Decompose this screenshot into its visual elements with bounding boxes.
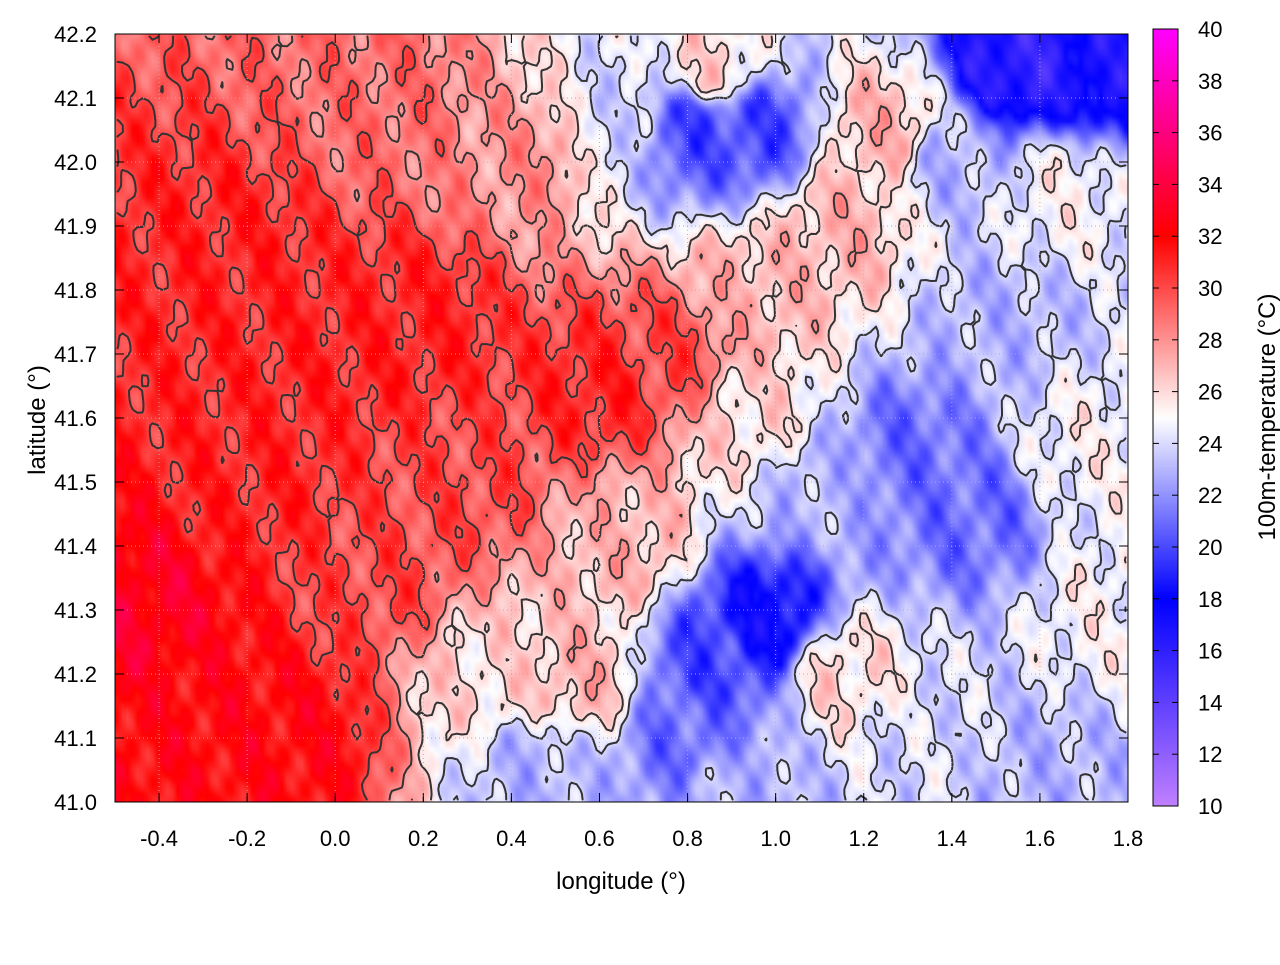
x-tick-label: -0.2 (228, 826, 266, 851)
y-tick-label: 42.0 (54, 150, 97, 175)
x-tick-label: 0.0 (320, 826, 351, 851)
colorbar-tick-label: 28 (1198, 328, 1222, 353)
y-tick-label: 41.6 (54, 406, 97, 431)
y-axis-label: latitude (°) (24, 365, 51, 475)
y-tick-label: 41.2 (54, 662, 97, 687)
colorbar-tick-label: 22 (1198, 483, 1222, 508)
y-tick-label: 41.9 (54, 214, 97, 239)
x-tick-label: 1.0 (760, 826, 791, 851)
contour-line-30 (116, 35, 704, 801)
x-tick-label: 0.8 (672, 826, 703, 851)
grid-lines (115, 34, 1128, 802)
colorbar-tick-label: 10 (1198, 794, 1222, 819)
y-tick-label: 41.4 (54, 534, 97, 559)
colorbar-tick-label: 12 (1198, 742, 1222, 767)
y-tick-label: 42.1 (54, 86, 97, 111)
x-tick-label: 1.2 (848, 826, 879, 851)
x-tick-label: -0.4 (140, 826, 178, 851)
x-tick-label: 0.6 (584, 826, 615, 851)
contour-lines (116, 35, 1127, 801)
colorbar-tick-label: 32 (1198, 224, 1222, 249)
colorbar (1153, 29, 1178, 806)
contour-line-28 (204, 35, 893, 801)
y-tick-label: 41.3 (54, 598, 97, 623)
colorbar-tick-label: 16 (1198, 639, 1222, 664)
y-axis-ticks: 41.0 41.1 41.2 41.3 41.4 41.5 41.6 41.7 41.8 41.9… (54, 22, 1128, 815)
colorbar-tick-label: 34 (1198, 172, 1222, 197)
x-tick-label: 0.4 (496, 826, 527, 851)
y-tick-label: 41.5 (54, 470, 97, 495)
colorbar-ticks: 10 12 14 16 18 20 22 24 26 28 30 32 34 36 38 40 (1153, 17, 1222, 819)
colorbar-tick-label: 30 (1198, 276, 1222, 301)
y-tick-label: 41.1 (54, 726, 97, 751)
x-tick-label: 0.2 (408, 826, 439, 851)
colorbar-label: 100m-temperature (°C) (1254, 293, 1280, 540)
colorbar-tick-label: 14 (1198, 690, 1222, 715)
x-axis-label: longitude (°) (556, 868, 686, 895)
x-tick-label: 1.6 (1025, 826, 1056, 851)
x-tick-label: 1.8 (1113, 826, 1144, 851)
colorbar-frame (1152, 28, 1179, 807)
colorbar-tick-label: 40 (1198, 17, 1222, 42)
y-tick-label: 41.8 (54, 278, 97, 303)
y-tick-label: 42.2 (54, 22, 97, 47)
x-tick-label: 1.4 (937, 826, 968, 851)
temperature-heatmap (115, 34, 1128, 802)
colorbar-tick-label: 26 (1198, 380, 1222, 405)
y-tick-label: 41.7 (54, 342, 97, 367)
y-tick-label: 41.0 (54, 790, 97, 815)
colorbar-tick-label: 20 (1198, 535, 1222, 560)
colorbar-tick-label: 36 (1198, 121, 1222, 146)
colorbar-tick-label: 38 (1198, 69, 1222, 94)
colorbar-tick-label: 18 (1198, 587, 1222, 612)
contour-line-26 (405, 35, 1127, 801)
x-axis-ticks: -0.4 -0.2 0.0 0.2 0.4 0.6 0.8 1.0 1.2 1.4 1.6 1.8 (140, 34, 1143, 851)
contour-line-24 (437, 35, 1127, 801)
colorbar-tick-label: 24 (1198, 431, 1222, 456)
